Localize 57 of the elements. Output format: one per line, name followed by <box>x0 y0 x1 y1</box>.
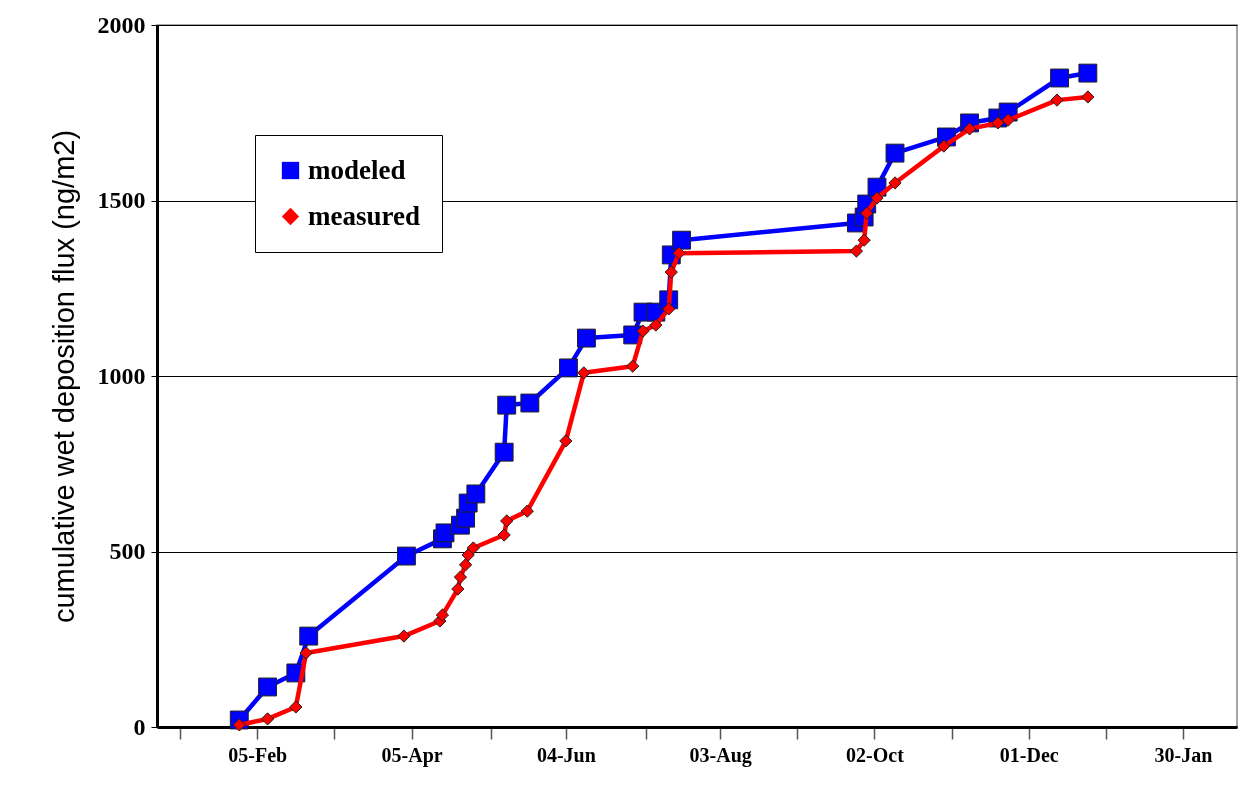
point <box>520 504 534 518</box>
point <box>500 514 514 528</box>
legend-label: modeled <box>308 154 406 185</box>
point <box>299 626 319 646</box>
point <box>497 528 511 542</box>
point <box>1050 68 1070 88</box>
point <box>520 393 540 413</box>
point <box>451 582 465 596</box>
y-tick-label: 2000 <box>97 11 146 38</box>
point <box>672 246 686 260</box>
point <box>260 712 275 726</box>
point <box>1081 90 1095 104</box>
point <box>494 442 514 462</box>
y-axis-title: cumulative wet deposition flux (ng/m2) <box>47 129 80 624</box>
point <box>649 318 663 332</box>
x-tick-label: 02-Oct <box>846 743 905 766</box>
x-tick-label: 04-Jun <box>536 743 596 766</box>
point <box>672 230 692 250</box>
point <box>461 548 475 562</box>
point <box>662 302 676 316</box>
point <box>397 629 411 643</box>
point <box>559 434 573 448</box>
point <box>857 233 871 247</box>
point <box>458 558 473 572</box>
y-tick-label: 0 <box>133 713 146 740</box>
x-tick-label: 01-Dec <box>999 743 1059 766</box>
x-tick-label: 30-Jan <box>1154 743 1213 766</box>
point <box>299 646 313 660</box>
point <box>497 395 517 415</box>
x-tick-label: 05-Feb <box>228 743 288 766</box>
y-tick-label: 1500 <box>97 187 146 213</box>
point <box>1001 113 1015 127</box>
point <box>558 358 578 378</box>
point <box>849 244 864 258</box>
legend-label: measured <box>308 200 420 231</box>
point <box>577 366 591 380</box>
y-tick-label: 500 <box>109 538 146 564</box>
point <box>466 484 486 504</box>
point <box>289 700 303 714</box>
point <box>1050 93 1064 107</box>
point <box>466 541 480 555</box>
x-tick-label: 03-Aug <box>689 743 752 767</box>
point <box>453 570 468 584</box>
point <box>937 139 951 153</box>
point <box>885 143 905 163</box>
point <box>636 324 650 338</box>
point <box>258 677 278 697</box>
point <box>626 359 640 373</box>
point <box>888 176 902 190</box>
point <box>576 328 596 348</box>
point <box>396 546 416 566</box>
point <box>1078 63 1098 83</box>
point <box>435 608 450 622</box>
point <box>870 191 884 205</box>
x-tick-label: 05-Apr <box>381 743 443 767</box>
point <box>664 265 678 279</box>
y-tick-label: 1000 <box>97 362 146 389</box>
